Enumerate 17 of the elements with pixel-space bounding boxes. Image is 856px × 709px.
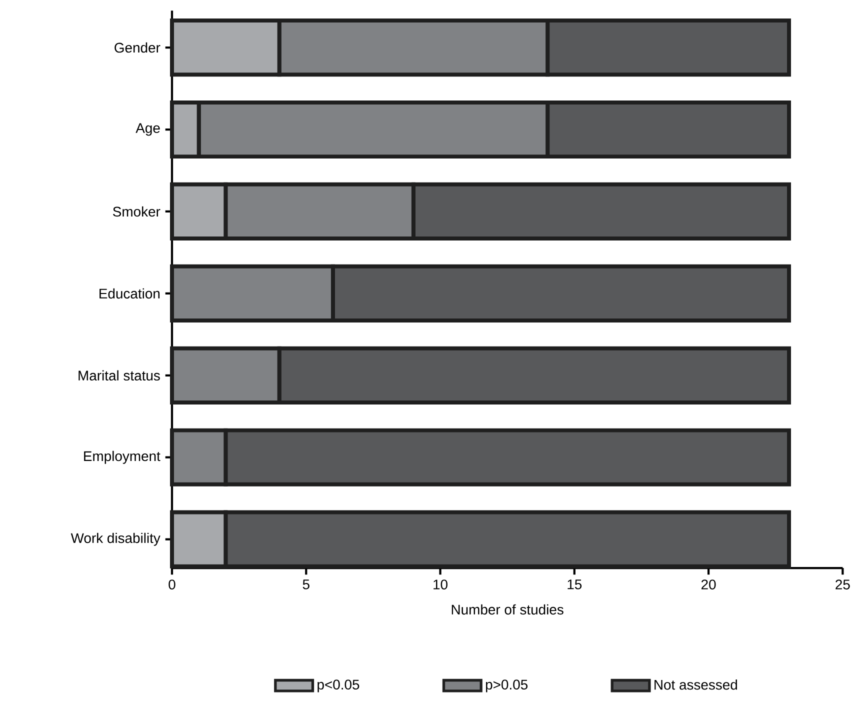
y-tick-label: Age [136,123,160,136]
y-tick-label: Gender [114,42,160,53]
y-tick-label: Education [100,288,160,299]
x-tick-label: 25 [836,580,850,590]
y-tick-label: Employment [84,450,160,464]
x-tick-label: 20 [701,580,716,590]
x-tick-label: 5 [302,580,310,590]
x-tick-label: 10 [434,580,448,590]
legend-label: p<0.05 [318,680,360,692]
x-tick-label: 0 [168,580,176,590]
y-tick-label: Work disability [70,532,160,546]
x-tick-label: 15 [568,580,582,590]
y-tick-label: Smoker [113,206,160,217]
legend-label: Not assessed [654,679,738,690]
y-tick-label: Marital status [78,370,160,381]
x-axis-title: Number of studies [452,604,564,615]
legend-label: p>0.05 [486,680,528,692]
